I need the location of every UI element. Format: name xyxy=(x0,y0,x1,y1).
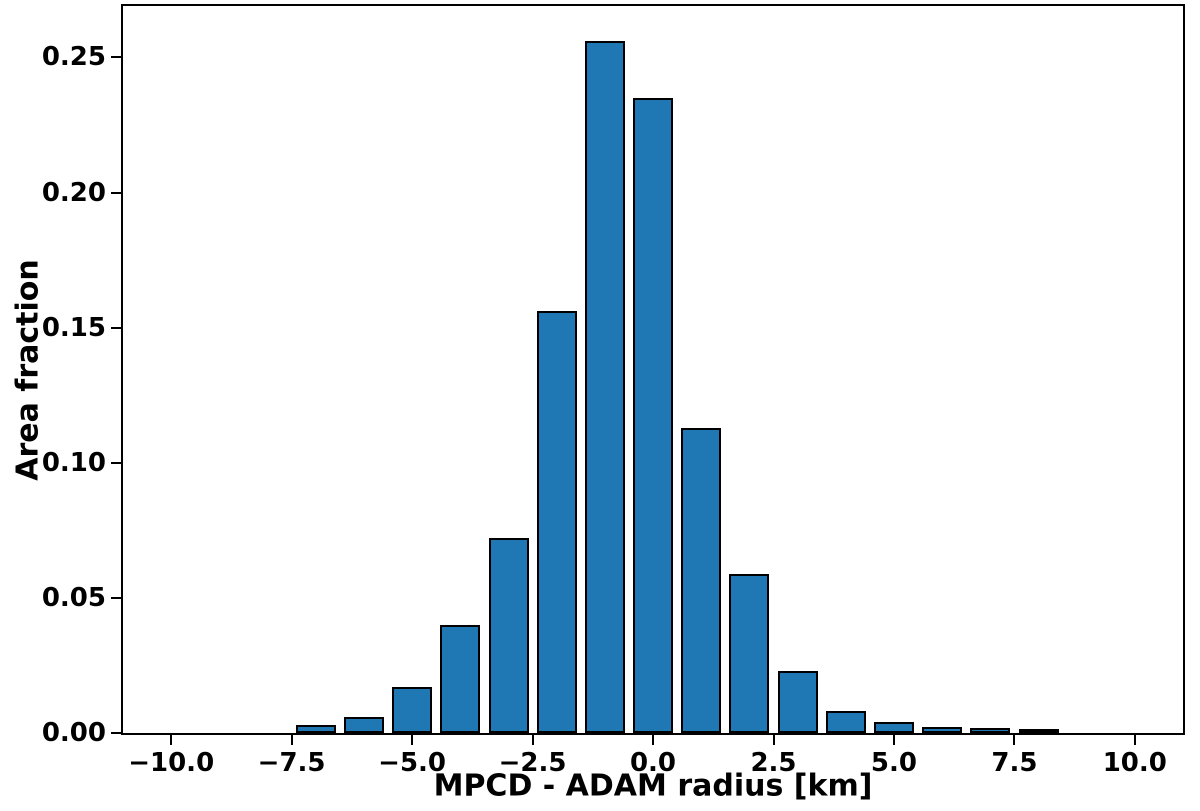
histogram-bar xyxy=(729,573,770,733)
x-tick-label: −5.0 xyxy=(378,748,447,778)
x-tick-mark xyxy=(892,733,895,745)
x-tick-label: −7.5 xyxy=(257,748,326,778)
histogram-bar xyxy=(681,427,722,733)
y-tick-label: 0.05 xyxy=(41,582,106,613)
x-tick-label: −2.5 xyxy=(498,748,567,778)
x-tick-mark xyxy=(290,733,293,745)
x-tick-label: 10.0 xyxy=(1102,748,1167,778)
y-tick-mark xyxy=(111,596,123,599)
histogram-bar xyxy=(392,687,433,733)
plot-area: −10.0 −7.5 −5.0 −2.5 0.0 2.5 5.0 7.5 10.0 0.00 0.… xyxy=(42,4,1185,777)
histogram-bar xyxy=(343,716,384,733)
histogram-bar xyxy=(633,97,673,733)
histogram-bar xyxy=(970,727,1011,733)
y-tick-label: 0.00 xyxy=(41,718,106,748)
y-tick-mark xyxy=(111,326,123,329)
x-tick-mark xyxy=(772,733,775,745)
histogram-bar xyxy=(488,538,529,733)
histogram-bar xyxy=(825,711,866,733)
x-tick-mark xyxy=(1133,733,1136,745)
histogram-bar xyxy=(777,670,818,733)
y-tick-mark xyxy=(111,191,123,194)
histogram-bar xyxy=(922,727,963,733)
histogram-bar xyxy=(873,722,914,733)
x-tick-mark xyxy=(411,733,414,745)
y-tick-label: 0.15 xyxy=(41,312,106,343)
x-tick-label: −10.0 xyxy=(128,748,215,778)
histogram-bar xyxy=(295,724,336,733)
x-tick-label: 2.5 xyxy=(750,748,797,778)
histogram-bar xyxy=(536,311,577,733)
histogram-bar xyxy=(440,624,481,733)
histogram-bar xyxy=(1018,729,1059,733)
x-tick-label: 0.0 xyxy=(629,748,677,778)
x-tick-label: 5.0 xyxy=(870,748,917,778)
y-tick-mark xyxy=(111,461,123,464)
x-tick-mark xyxy=(531,733,534,745)
histogram-bar xyxy=(584,41,625,733)
y-tick-label: 0.25 xyxy=(41,42,106,73)
y-tick-mark xyxy=(111,732,123,734)
y-tick-label: 0.20 xyxy=(41,177,106,208)
x-tick-label: 7.5 xyxy=(991,748,1038,778)
x-tick-mark xyxy=(652,733,654,745)
x-tick-mark xyxy=(1013,733,1016,745)
y-tick-mark xyxy=(111,56,123,59)
y-axis-label: Area fraction xyxy=(10,259,46,481)
y-tick-label: 0.10 xyxy=(41,447,106,478)
x-axis-label: MPCD - ADAM radius [km] xyxy=(433,768,873,804)
x-tick-mark xyxy=(170,733,173,745)
